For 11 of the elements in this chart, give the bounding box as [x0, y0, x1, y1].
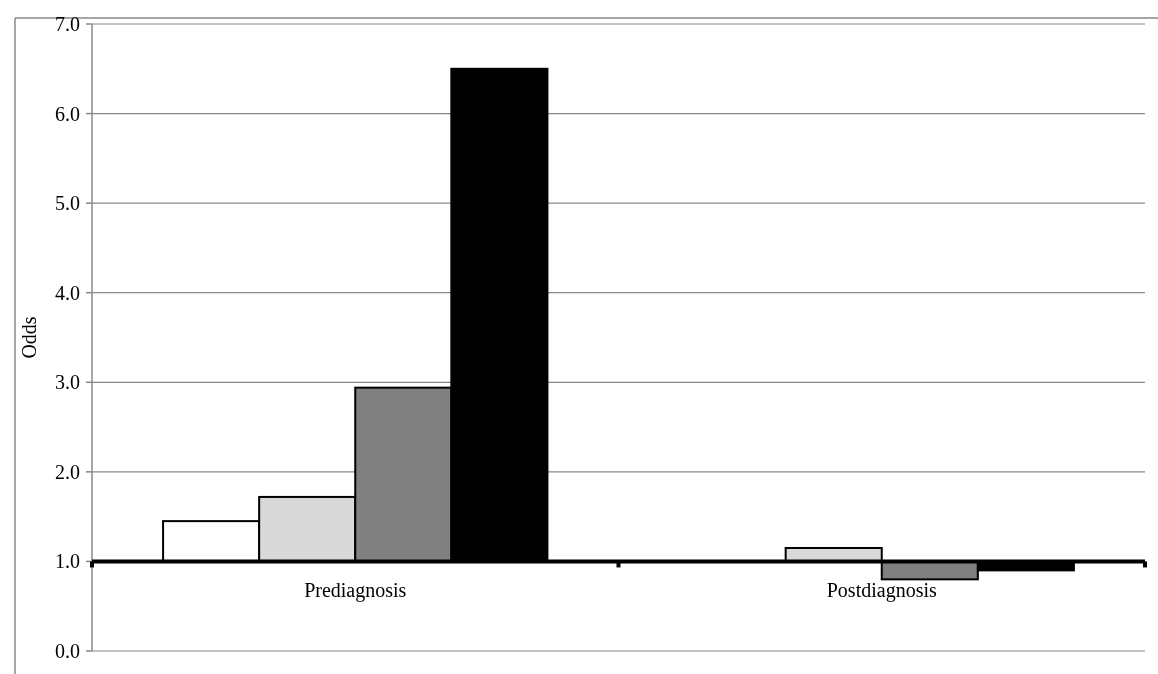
- y-tick-label: 3.0: [55, 371, 80, 394]
- y-tick-label: 0.0: [55, 640, 80, 662]
- y-axis-title: Odds: [18, 316, 40, 359]
- x-tick-label: Prediagnosis: [304, 579, 407, 603]
- y-tick-label: 7.0: [55, 13, 80, 35]
- x-tick-label: Postdiagnosis: [826, 579, 937, 603]
- y-tick-label: 5.0: [55, 192, 80, 215]
- y-tick-label: 6.0: [55, 102, 80, 125]
- y-tick-label: 4.0: [55, 281, 80, 304]
- y-tick-label: 1.0: [55, 550, 80, 573]
- y-tick-label: 2.0: [55, 460, 80, 483]
